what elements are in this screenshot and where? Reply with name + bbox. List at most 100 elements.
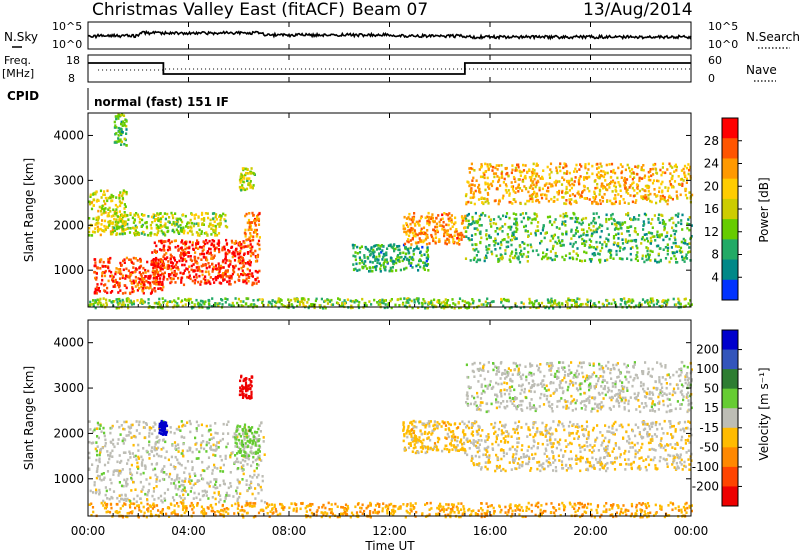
y-tick-label: 2000 — [53, 218, 84, 232]
echo-region — [402, 419, 467, 455]
colorbar-tick-label: 15 — [704, 401, 719, 415]
colorbar-swatch — [722, 239, 738, 261]
colorbar-swatch — [722, 259, 738, 281]
colorbar-swatch — [722, 349, 738, 370]
colorbar-tick-label: 100 — [696, 362, 719, 376]
colorbar-swatch — [722, 219, 738, 240]
x-tick-label: 20:00 — [573, 524, 608, 538]
colorbar-swatch — [722, 447, 738, 468]
freq-unit: [MHz] — [2, 67, 34, 80]
x-tick-label: 00:00 — [71, 524, 106, 538]
colorbar-tick-label: 20 — [704, 179, 719, 193]
echo-region — [238, 167, 256, 192]
colorbar-swatch — [722, 486, 738, 507]
site-title: Christmas Valley East (fitACF) — [92, 0, 345, 20]
nsky-tick-top: 10^5 — [52, 20, 82, 33]
colorbar-tick-label: 12 — [704, 225, 719, 239]
freq-label: Freq. — [4, 54, 31, 67]
colorbar-tick-label: 16 — [704, 202, 719, 216]
nsky-label: N.Sky — [4, 30, 38, 44]
echo-region — [351, 243, 430, 273]
echo-region — [464, 162, 694, 206]
velocity-y-axis: 1000 2000 3000 4000 — [53, 336, 691, 486]
y-tick-label: 3000 — [53, 381, 84, 395]
echo-region — [113, 211, 229, 237]
nave-trace — [98, 68, 691, 71]
colorbar-swatch — [722, 138, 738, 159]
colorbar-tick-label: 28 — [704, 134, 719, 148]
y-tick-label: 4000 — [53, 336, 84, 350]
power-echoes — [88, 113, 694, 310]
colorbar-swatch — [722, 388, 738, 409]
colorbar-tick-label: 8 — [711, 248, 719, 262]
x-axis-label: Time UT — [364, 539, 415, 553]
nave-label: Nave — [746, 63, 777, 77]
freq-tick-top: 18 — [66, 54, 80, 67]
colorbar-tick-label: 24 — [704, 157, 719, 171]
date-label: 13/Aug/2014 — [583, 0, 693, 20]
echo-region — [88, 501, 693, 519]
echo-region — [233, 424, 261, 459]
echo-region — [93, 256, 166, 295]
echo-region — [465, 419, 693, 473]
cpid-label: CPID — [7, 89, 39, 103]
cpid-text: normal (fast) 151 IF — [94, 95, 229, 109]
colorbar-swatch — [722, 408, 738, 429]
colorbar-tick-label: -100 — [692, 460, 719, 474]
nsearch-label: N.Search — [746, 30, 800, 44]
velocity-colorbar-label: Velocity [m s⁻¹] — [757, 367, 771, 460]
colorbar-swatch — [722, 279, 738, 301]
power-y-axis: 1000 2000 3000 4000 — [53, 128, 691, 277]
colorbar-tick-label: -50 — [699, 440, 719, 454]
colorbar-tick-label: 4 — [711, 270, 719, 284]
y-tick-label: 1000 — [53, 263, 84, 277]
nsky-trace — [87, 29, 692, 41]
colorbar-swatch — [722, 466, 738, 487]
power-colorbar: 28 24 20 16 12 8 4 — [704, 117, 742, 301]
colorbar-tick-label: -200 — [692, 479, 719, 493]
nave-tick-bottom: 0 — [708, 72, 715, 85]
echo-region — [465, 360, 693, 414]
colorbar-swatch — [722, 369, 738, 390]
x-axis: 00:00 04:00 08:00 12:00 16:00 20:00 00:00 — [71, 22, 709, 538]
echo-region — [88, 419, 267, 504]
nsky-tick-bottom: 10^0 — [52, 38, 82, 51]
y-tick-label: 1000 — [53, 472, 84, 486]
colorbar-swatch — [722, 330, 738, 351]
power-colorbar-label: Power [dB] — [757, 177, 771, 242]
echo-region — [88, 189, 128, 237]
velocity-colorbar: 200 100 50 15 -15 -50 -100 -200 — [692, 329, 742, 507]
colorbar-swatch — [722, 198, 738, 220]
echo-region — [464, 211, 693, 264]
colorbar-tick-label: -15 — [699, 421, 719, 435]
colorbar-tick-label: 200 — [696, 343, 719, 357]
echo-region — [243, 211, 261, 242]
echo-region — [238, 374, 254, 400]
x-tick-label: 00:00 — [674, 524, 709, 538]
nsearch-tick-top: 10^5 — [708, 20, 738, 33]
freq-trace — [88, 62, 691, 75]
x-tick-label: 08:00 — [272, 524, 307, 538]
nsearch-tick-bottom: 10^0 — [708, 38, 738, 51]
y-tick-label: 2000 — [53, 426, 84, 440]
echo-region — [158, 419, 169, 436]
echo-region — [150, 238, 261, 287]
x-tick-label: 12:00 — [372, 524, 407, 538]
x-tick-label: 16:00 — [473, 524, 508, 538]
colorbar-tick-label: 50 — [704, 382, 719, 396]
x-tick-label: 04:00 — [171, 524, 206, 538]
velocity-y-axis-label: Slant Range [km] — [22, 366, 36, 470]
colorbar-swatch — [722, 427, 738, 448]
colorbar-swatch — [722, 158, 738, 180]
echo-region — [402, 211, 467, 246]
y-tick-label: 3000 — [53, 173, 84, 187]
colorbar-swatch — [722, 118, 738, 139]
echo-region — [113, 113, 128, 147]
freq-tick-bottom: 8 — [68, 72, 75, 85]
power-y-axis-label: Slant Range [km] — [22, 158, 36, 262]
colorbar-swatch — [722, 178, 738, 200]
y-tick-label: 4000 — [53, 128, 84, 142]
echo-region — [88, 297, 693, 310]
beam-label: Beam 07 — [352, 0, 428, 20]
